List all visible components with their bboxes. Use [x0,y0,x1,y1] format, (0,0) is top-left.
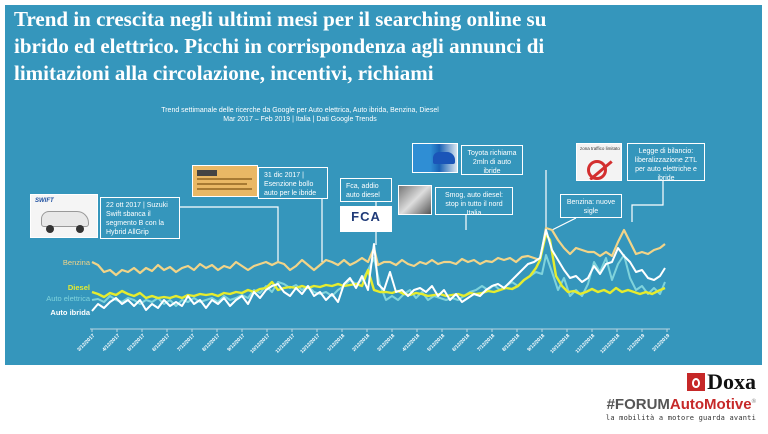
car-icon [41,211,89,227]
title-line-2: ibrido ed elettrico. Picchi in corrispon… [14,34,545,58]
series-ibrida [91,229,666,312]
legend-elettrica: Auto elettrica [46,294,90,303]
page-title: Trend in crescita negli ultimi mesi per … [14,6,714,87]
doxa-mark-icon [687,373,706,391]
annotation-toyota: Toyota richiama 2mln di auto ibride [461,145,523,175]
ztl-sign-text: zona traffico limitato [580,146,620,151]
legend-ibrida: Auto ibrida [50,308,90,317]
annotation-fca: Fca, addio auto diesel [340,178,392,202]
registered-mark: ® [751,399,756,405]
annotation-bilancio: Legge di bilancio: liberalizzazione ZTL … [627,143,705,182]
fca-logo-text: FCA [351,209,381,224]
chart-source: Mar 2017 – Feb 2019 | Italia | Dati Goog… [223,116,377,123]
series-diesel [91,232,666,300]
doxa-text: Doxa [707,369,756,394]
annotation-benzina: Benzina: nuove sigle [560,194,622,218]
series-benzina [91,226,666,277]
legend-benzina: Benzina [62,258,90,267]
smog-image [398,185,432,215]
annotation-smog: Smog, auto diesel: stop in tutto il nord… [435,187,513,217]
doxa-logo: Doxa [687,369,756,394]
forum-auto-text: AutoMotive [669,396,752,413]
chart-title: Trend settimanale delle ricerche da Goog… [161,107,439,114]
swift-logo-text: SWIFT [35,198,54,204]
fca-logo-image: FCA [340,206,392,232]
forum-hash-text: #FORUM [606,396,670,413]
tagline: la mobilità a motore guarda avanti [605,414,756,422]
toyota-car-image [412,143,458,173]
annotation-suzuki: 22 ott 2017 | Suzuki Swift sbanca il seg… [100,197,180,239]
chart-subtitle: Trend settimanale delle ricerche da Goog… [150,106,450,124]
car-icon [433,152,455,164]
annotation-bollo: 31 dic 2017 | Esenzione bollo auto per l… [258,167,328,199]
ztl-sign-image: zona traffico limitato [576,143,622,181]
bollo-document-image [192,165,258,197]
legend-diesel: Diesel [67,283,90,292]
suzuki-swift-image: SWIFT [30,194,98,238]
title-line-1: Trend in crescita negli ultimi mesi per … [14,7,547,31]
forum-automotive-logo: #FORUMAutoMotive® [607,396,756,413]
title-line-3: limitazioni alla circolazione, incentivi… [14,61,434,85]
